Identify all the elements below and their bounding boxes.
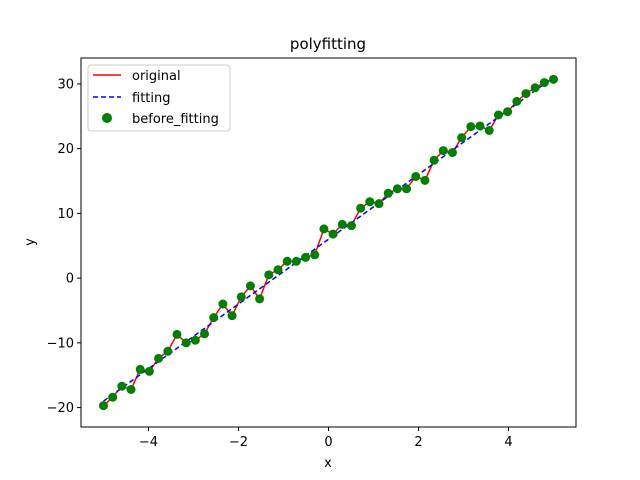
legend-before-fitting-swatch	[102, 113, 112, 123]
before-fitting-point	[172, 329, 182, 339]
before-fitting-point	[402, 184, 412, 194]
legend-original-label: original	[132, 69, 181, 84]
before-fitting-point	[392, 184, 402, 194]
fitting-series-line	[103, 76, 554, 402]
legend-before-fitting-label: before_fitting	[132, 112, 219, 127]
before-fitting-point	[218, 299, 228, 309]
legend-fitting-label: fitting	[132, 91, 171, 106]
x-tick-label: −4	[139, 435, 158, 450]
before-fitting-point	[346, 221, 356, 231]
before-fitting-point	[108, 392, 118, 402]
before-fitting-point	[475, 121, 485, 131]
before-fitting-point	[411, 171, 421, 181]
before-fitting-point	[365, 197, 375, 207]
before-fitting-point	[190, 335, 200, 345]
y-tick-label: 0	[66, 272, 74, 287]
y-tick-label: −10	[47, 336, 74, 351]
y-tick-label: 10	[57, 207, 74, 222]
before-fitting-point	[273, 265, 283, 275]
before-fitting-point	[484, 126, 494, 136]
before-fitting-point	[301, 252, 311, 262]
before-fitting-point	[236, 292, 246, 302]
before-fitting-point	[282, 256, 292, 266]
before-fitting-point	[356, 203, 366, 213]
x-tick-label: 0	[324, 435, 332, 450]
y-tick-label: 30	[57, 77, 74, 92]
before-fitting-point	[310, 250, 320, 260]
y-tick-label: 20	[57, 142, 74, 157]
before-fitting-point	[200, 329, 210, 339]
before-fitting-point	[291, 256, 301, 266]
y-axis-ticks: −20 −10 0 10 20 30	[47, 77, 81, 416]
before-fitting-point	[438, 146, 448, 156]
before-fitting-point	[255, 294, 265, 304]
before-fitting-point	[374, 199, 384, 209]
before-fitting-point	[493, 110, 503, 120]
before-fitting-point	[264, 270, 274, 280]
before-fitting-point	[328, 229, 338, 239]
before-fitting-point	[154, 353, 164, 363]
x-tick-label: 4	[504, 435, 512, 450]
x-tick-label: 2	[414, 435, 422, 450]
before-fitting-point	[126, 384, 136, 394]
before-fitting-point	[319, 224, 329, 234]
before-fitting-point	[539, 78, 549, 88]
before-fitting-point	[245, 281, 255, 291]
before-fitting-point	[503, 107, 513, 117]
y-tick-label: −20	[47, 401, 74, 416]
before-fitting-point	[117, 381, 127, 391]
before-fitting-point	[337, 219, 347, 229]
chart-title: polyfitting	[290, 35, 366, 53]
plot-area	[99, 74, 558, 411]
before-fitting-point	[549, 74, 558, 84]
before-fitting-point	[447, 148, 457, 158]
before-fitting-point	[530, 83, 540, 93]
before-fitting-point	[181, 338, 191, 348]
legend: original fitting before_fitting	[87, 64, 231, 132]
y-axis-label: y	[23, 238, 38, 246]
before-fitting-point	[429, 155, 439, 165]
before-fitting-point	[209, 313, 219, 323]
before-fitting-point	[521, 89, 531, 99]
x-axis-ticks: −4 −2 0 2 4	[139, 427, 513, 450]
x-tick-label: −2	[229, 435, 248, 450]
x-axis-label: x	[324, 456, 332, 471]
before-fitting-point	[466, 122, 476, 132]
before-fitting-point	[420, 175, 430, 185]
legend-box	[87, 64, 231, 132]
before-fitting-point	[227, 311, 237, 321]
before-fitting-point	[512, 96, 522, 106]
before-fitting-point	[163, 346, 173, 356]
before-fitting-point	[135, 364, 145, 374]
before-fitting-point	[99, 401, 108, 411]
before-fitting-point	[383, 188, 393, 198]
before-fitting-point	[144, 366, 154, 376]
before-fitting-point	[457, 133, 467, 143]
